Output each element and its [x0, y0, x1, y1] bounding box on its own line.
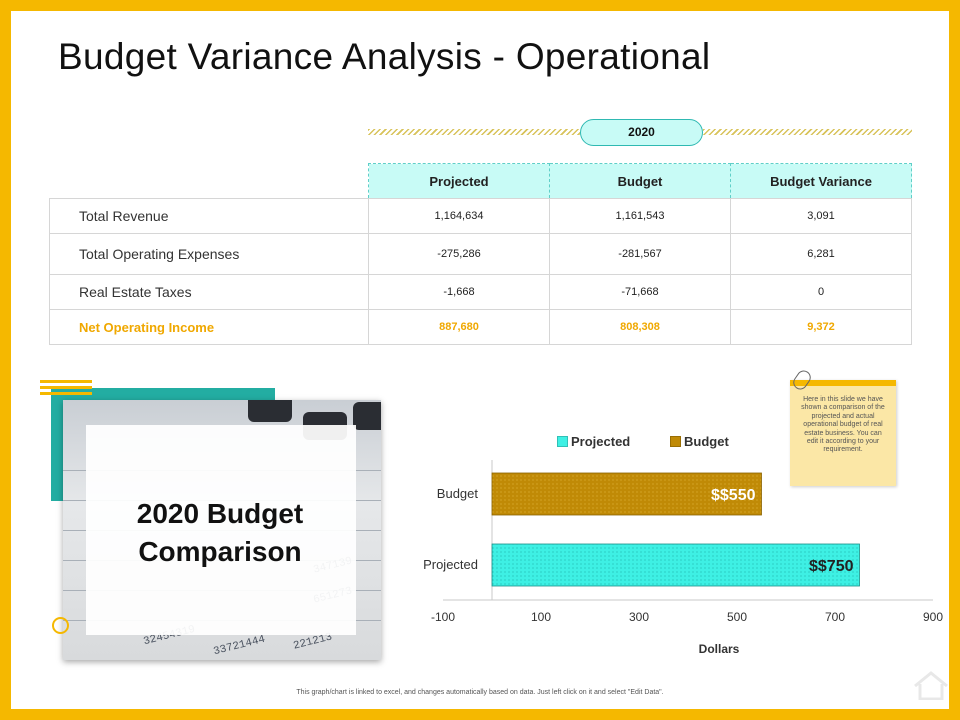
cell-budget: -281,567: [549, 233, 731, 275]
cell-variance: 9,372: [730, 309, 912, 345]
row-label: Total Revenue: [49, 198, 369, 234]
header-blank: [49, 163, 369, 199]
table-row-total: Net Operating Income 887,680 808,308 9,3…: [49, 309, 912, 345]
header-budget: Budget: [549, 163, 731, 199]
x-tick-label: 700: [825, 610, 845, 624]
legend-item-budget: Budget: [670, 434, 729, 449]
row-label: Net Operating Income: [49, 309, 369, 345]
cell-projected: -275,286: [368, 233, 550, 275]
hatch-divider-left: [368, 129, 580, 135]
legend-label-projected: Projected: [571, 434, 631, 449]
bar: [491, 472, 762, 516]
circle-decoration: [52, 617, 69, 634]
year-badge: 2020: [580, 119, 703, 146]
data-label: $$550: [711, 487, 756, 504]
page-title: Budget Variance Analysis - Operational: [58, 36, 711, 77]
x-tick-label: 500: [727, 610, 747, 624]
home-icon[interactable]: [912, 670, 950, 700]
card-heading-line1: 2020 Budget: [136, 498, 304, 529]
legend-item-projected: Projected: [557, 434, 630, 449]
table-header-row: Projected Budget Budget Variance: [49, 163, 912, 199]
legend-swatch-projected: [557, 436, 568, 447]
cell-budget: 808,308: [549, 309, 731, 345]
hatch-divider-right: [703, 129, 912, 135]
legend-label-budget: Budget: [684, 434, 729, 449]
header-projected: Projected: [368, 163, 550, 199]
card-heading: 2020 Budget Comparison: [100, 495, 340, 571]
bar-chart: Budget $$550 Projected $$750 -100 100 300 500 70…: [423, 460, 943, 656]
cell-variance: 3,091: [730, 198, 912, 234]
card-heading-line2: Comparison: [138, 536, 302, 567]
header-budget-variance: Budget Variance: [730, 163, 912, 199]
table-row: Total Revenue 1,164,634 1,161,543 3,091: [49, 198, 912, 234]
cell-variance: 6,281: [730, 233, 912, 275]
data-label: $$750: [809, 558, 854, 575]
note-text: Here in this slide we have shown a compa…: [801, 396, 885, 454]
x-tick-label: 900: [923, 610, 943, 624]
x-tick-label: 300: [629, 610, 649, 624]
photo-text-panel: [86, 425, 356, 635]
category-label: Budget: [437, 486, 479, 501]
table-row: Real Estate Taxes -1,668 -71,668 0: [49, 274, 912, 310]
table-row: Total Operating Expenses -275,286 -281,5…: [49, 233, 912, 275]
cell-projected: 1,164,634: [368, 198, 550, 234]
cell-projected: 887,680: [368, 309, 550, 345]
x-axis-title: Dollars: [699, 642, 740, 656]
bar: [491, 543, 860, 587]
legend-swatch-budget: [670, 436, 681, 447]
cell-variance: 0: [730, 274, 912, 310]
x-tick-label: -100: [431, 610, 455, 624]
x-tick-label: 100: [531, 610, 551, 624]
sticky-note: Here in this slide we have shown a compa…: [790, 380, 896, 486]
footer-note: This graph/chart is linked to excel, and…: [296, 689, 664, 696]
row-label: Total Operating Expenses: [49, 233, 369, 275]
decorative-lines: [40, 380, 92, 400]
cell-projected: -1,668: [368, 274, 550, 310]
category-label: Projected: [423, 557, 478, 572]
cell-budget: 1,161,543: [549, 198, 731, 234]
cell-budget: -71,668: [549, 274, 731, 310]
row-label: Real Estate Taxes: [49, 274, 369, 310]
budget-table: Projected Budget Budget Variance Total R…: [49, 163, 912, 345]
